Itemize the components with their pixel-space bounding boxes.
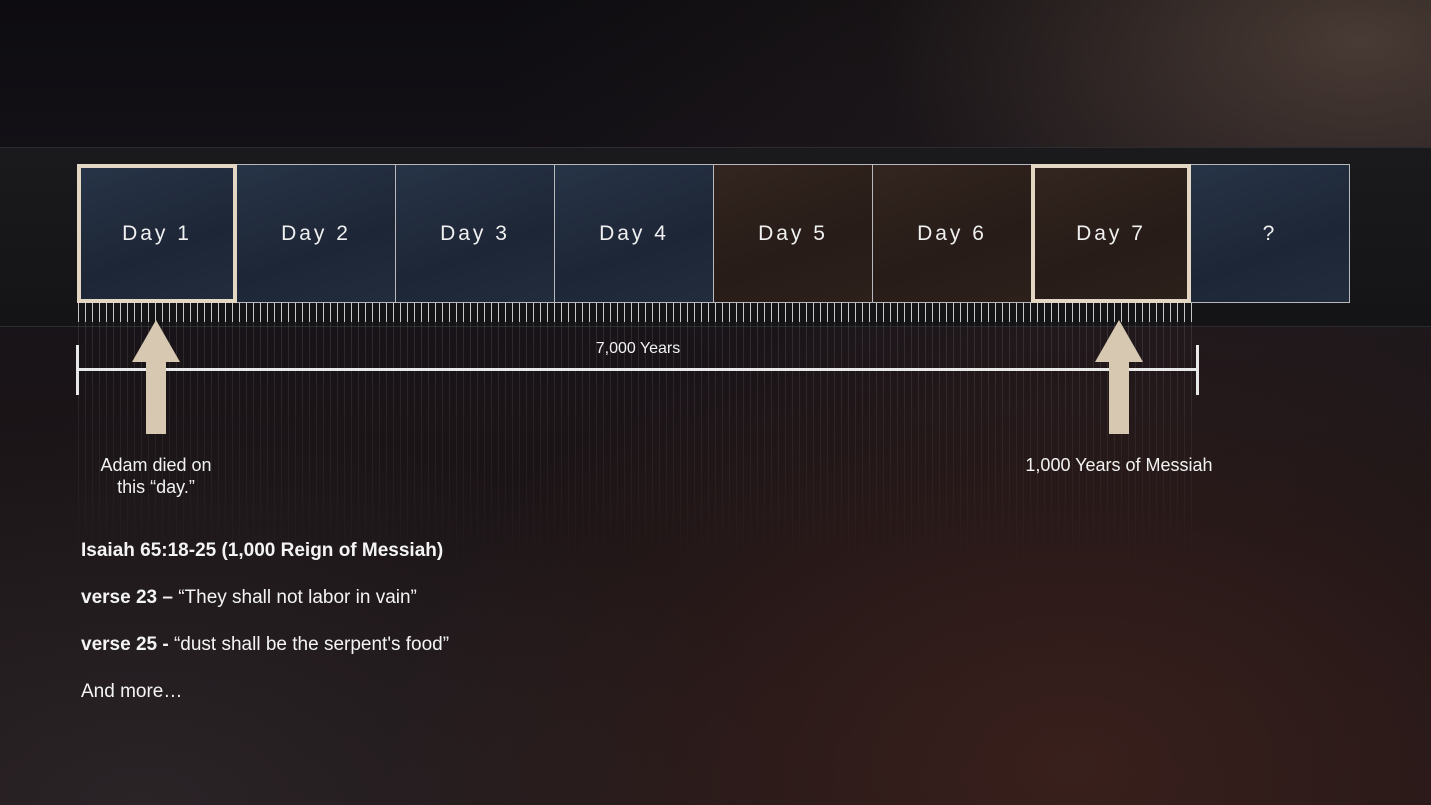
ruler-ticks [78,303,1198,322]
up-arrow-icon-left [132,320,180,434]
day-box-3: Day 3 [395,164,555,303]
messiah-caption: 1,000 Years of Messiah [1000,454,1238,476]
day-box-1: Day 1 [77,164,237,303]
adam-caption-line1: Adam died on [100,455,212,475]
adam-caption-line2: this “day.” [117,477,195,497]
adam-caption: Adam died on this “day.” [56,454,256,498]
ruler-streaks [78,322,1198,572]
day-boxes: Day 1 Day 2 Day 3 Day 4 Day 5 Day 6 Day … [77,164,1360,303]
scale-label: 7,000 Years [595,340,681,357]
scale-left-end [76,345,79,395]
day-box-6: Day 6 [872,164,1032,303]
notes: Isaiah 65:18-25 (1,000 Reign of Messiah)… [81,540,449,728]
day-box-7: Day 7 [1031,164,1191,303]
day-box-4: Day 4 [554,164,714,303]
verse23-text: “They shall not labor in vain” [172,587,417,608]
verse23-ref: verse 23 – [81,587,173,608]
day-box-unknown: ? [1190,164,1350,303]
verse25-ref: verse 25 - [81,634,169,655]
verse25-text: “dust shall be the serpent's food” [168,634,450,655]
and-more: And more… [81,681,183,702]
scale-line [78,368,1198,371]
day-box-5: Day 5 [713,164,873,303]
day-box-2: Day 2 [236,164,396,303]
messiah-caption-line1: 1,000 Years of Messiah [1025,455,1213,475]
up-arrow-icon-right [1095,320,1143,434]
notes-heading: Isaiah 65:18-25 (1,000 Reign of Messiah) [81,540,444,561]
